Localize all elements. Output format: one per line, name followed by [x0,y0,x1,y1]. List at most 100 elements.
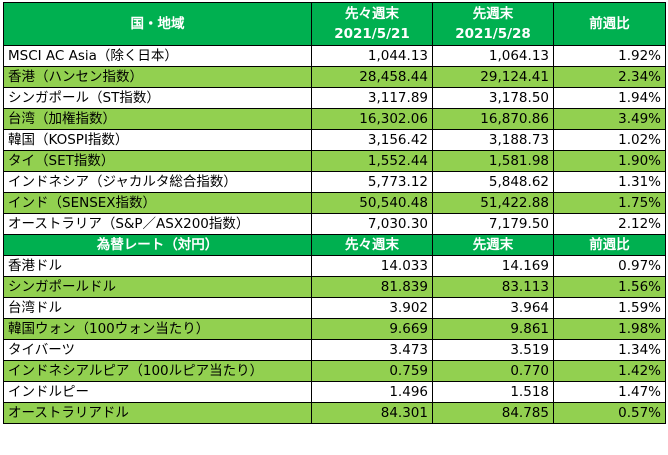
index-table-row: 韓国（KOSPI指数） 3,156.42 3,188.73 1.02% [3,129,666,151]
fx-table-row: インドネシアルピア（100ルピア当たり） 0.759 0.770 1.42% [3,360,666,382]
index-table-row: インドネシア（ジャカルタ総合指数） 5,773.12 5,848.62 1.31% [3,171,666,193]
row-prev-value: 81.839 [311,276,433,298]
row-change-value: 1.90% [553,150,666,172]
row-change-value: 1.98% [553,318,666,340]
row-last-value: 3.519 [432,339,554,361]
fx-table-row: タイバーツ 3.473 3.519 1.34% [3,339,666,361]
row-prev-value: 1,044.13 [311,45,433,67]
row-change-value: 1.92% [553,45,666,67]
row-prev-value: 3.473 [311,339,433,361]
row-name: インドルピー [3,381,312,403]
row-name: シンガポール（ST指数） [3,87,312,109]
row-change-value: 0.97% [553,255,666,277]
row-change-value: 1.59% [553,297,666,319]
row-prev-value: 7,030.30 [311,213,433,235]
index-table-row: 台湾（加権指数） 16,302.06 16,870.86 3.49% [3,108,666,130]
row-last-value: 9.861 [432,318,554,340]
row-prev-value: 3.902 [311,297,433,319]
row-change-value: 1.34% [553,339,666,361]
row-prev-value: 9.669 [311,318,433,340]
header-change: 前週比 [553,2,666,46]
row-last-value: 3,178.50 [432,87,554,109]
header-prev-week: 先々週末 2021/5/21 [311,2,433,46]
row-last-value: 7,179.50 [432,213,554,235]
row-change-value: 1.47% [553,381,666,403]
row-change-value: 2.12% [553,213,666,235]
row-prev-value: 0.759 [311,360,433,382]
row-last-value: 83.113 [432,276,554,298]
row-change-value: 1.75% [553,192,666,214]
row-last-value: 51,422.88 [432,192,554,214]
row-change-value: 1.31% [553,171,666,193]
row-prev-value: 84.301 [311,402,433,424]
header-prev-week-date: 2021/5/21 [334,26,410,42]
row-prev-value: 50,540.48 [311,192,433,214]
index-table-row: MSCI AC Asia（除く日本） 1,044.13 1,064.13 1.92% [3,45,666,67]
row-prev-value: 3,117.89 [311,87,433,109]
row-prev-value: 1.496 [311,381,433,403]
row-last-value: 14.169 [432,255,554,277]
row-last-value: 1.518 [432,381,554,403]
row-name: タイ（SET指数） [3,150,312,172]
row-name: オーストラリアドル [3,402,312,424]
row-name: 台湾（加権指数） [3,108,312,130]
index-table-row: インド（SENSEX指数） 50,540.48 51,422.88 1.75% [3,192,666,214]
row-last-value: 16,870.86 [432,108,554,130]
row-change-value: 1.56% [553,276,666,298]
row-name: 韓国ウォン（100ウォン当たり） [3,318,312,340]
row-change-value: 1.94% [553,87,666,109]
fx-header-prev-week: 先々週末 [311,234,433,256]
market-data-table: 国・地域 先々週末 2021/5/21 先週末 2021/5/28 前週比 MS… [3,2,666,424]
index-table-row: オーストラリア（S&P／ASX200指数） 7,030.30 7,179.50 2.1… [3,213,666,235]
header-last-week-date: 2021/5/28 [455,26,531,42]
fx-table-header: 為替レート（対円） 先々週末 先週末 前週比 [3,234,666,256]
header-last-week-label: 先週末 [472,6,514,22]
fx-table-row: シンガポールドル 81.839 83.113 1.56% [3,276,666,298]
row-name: インドネシアルピア（100ルピア当たり） [3,360,312,382]
row-prev-value: 3,156.42 [311,129,433,151]
row-last-value: 1,581.98 [432,150,554,172]
fx-header-last-week: 先週末 [432,234,554,256]
row-name: MSCI AC Asia（除く日本） [3,45,312,67]
row-change-value: 3.49% [553,108,666,130]
fx-table-row: インドルピー 1.496 1.518 1.47% [3,381,666,403]
row-name: 香港ドル [3,255,312,277]
row-change-value: 1.42% [553,360,666,382]
fx-table-row: 香港ドル 14.033 14.169 0.97% [3,255,666,277]
row-name: インドネシア（ジャカルタ総合指数） [3,171,312,193]
index-table-row: シンガポール（ST指数） 3,117.89 3,178.50 1.94% [3,87,666,109]
row-prev-value: 14.033 [311,255,433,277]
row-change-value: 0.57% [553,402,666,424]
index-table-header: 国・地域 先々週末 2021/5/21 先週末 2021/5/28 前週比 [3,2,666,46]
index-table-row: タイ（SET指数） 1,552.44 1,581.98 1.90% [3,150,666,172]
row-last-value: 5,848.62 [432,171,554,193]
row-name: タイバーツ [3,339,312,361]
index-table-row: 香港（ハンセン指数） 28,458.44 29,124.41 2.34% [3,66,666,88]
row-name: 台湾ドル [3,297,312,319]
row-last-value: 3.964 [432,297,554,319]
header-prev-week-label: 先々週末 [345,6,399,22]
row-last-value: 0.770 [432,360,554,382]
fx-table-row: 韓国ウォン（100ウォン当たり） 9.669 9.861 1.98% [3,318,666,340]
row-name: オーストラリア（S&P／ASX200指数） [3,213,312,235]
fx-table-row: オーストラリアドル 84.301 84.785 0.57% [3,402,666,424]
header-last-week: 先週末 2021/5/28 [432,2,554,46]
row-last-value: 29,124.41 [432,66,554,88]
row-change-value: 1.02% [553,129,666,151]
row-last-value: 1,064.13 [432,45,554,67]
row-name: 韓国（KOSPI指数） [3,129,312,151]
row-change-value: 2.34% [553,66,666,88]
fx-header-title: 為替レート（対円） [3,234,312,256]
row-name: インド（SENSEX指数） [3,192,312,214]
row-prev-value: 1,552.44 [311,150,433,172]
header-region: 国・地域 [3,2,312,46]
row-prev-value: 16,302.06 [311,108,433,130]
row-name: 香港（ハンセン指数） [3,66,312,88]
row-last-value: 84.785 [432,402,554,424]
row-last-value: 3,188.73 [432,129,554,151]
fx-header-change: 前週比 [553,234,666,256]
row-prev-value: 5,773.12 [311,171,433,193]
row-prev-value: 28,458.44 [311,66,433,88]
row-name: シンガポールドル [3,276,312,298]
fx-table-row: 台湾ドル 3.902 3.964 1.59% [3,297,666,319]
